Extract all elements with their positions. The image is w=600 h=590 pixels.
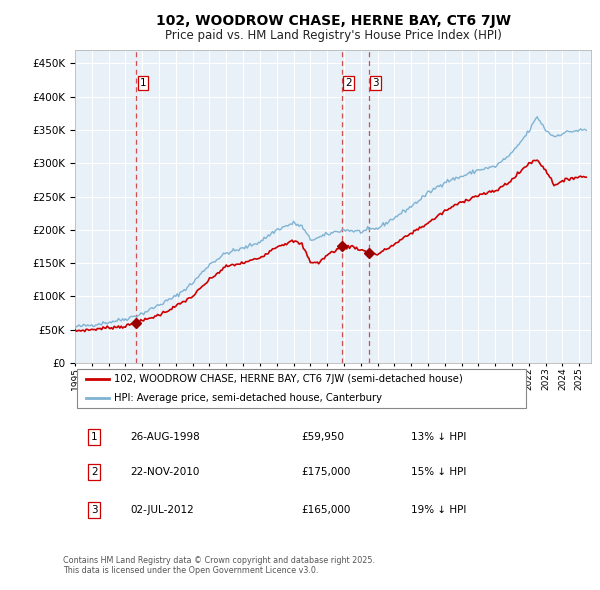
Text: 19% ↓ HPI: 19% ↓ HPI (411, 505, 466, 514)
Text: £175,000: £175,000 (302, 467, 351, 477)
Text: £165,000: £165,000 (302, 505, 351, 514)
Text: 15% ↓ HPI: 15% ↓ HPI (411, 467, 466, 477)
Text: Price paid vs. HM Land Registry's House Price Index (HPI): Price paid vs. HM Land Registry's House … (164, 29, 502, 42)
Text: Contains HM Land Registry data © Crown copyright and database right 2025.
This d: Contains HM Land Registry data © Crown c… (63, 556, 375, 575)
FancyBboxPatch shape (77, 369, 526, 408)
Text: 102, WOODROW CHASE, HERNE BAY, CT6 7JW (semi-detached house): 102, WOODROW CHASE, HERNE BAY, CT6 7JW (… (113, 373, 462, 384)
Text: £59,950: £59,950 (302, 432, 345, 441)
Text: 2: 2 (91, 467, 97, 477)
Text: HPI: Average price, semi-detached house, Canterbury: HPI: Average price, semi-detached house,… (113, 394, 382, 404)
Text: 3: 3 (91, 505, 97, 514)
Text: 13% ↓ HPI: 13% ↓ HPI (411, 432, 466, 441)
Text: 02-JUL-2012: 02-JUL-2012 (130, 505, 194, 514)
Text: 26-AUG-1998: 26-AUG-1998 (130, 432, 200, 441)
Text: 1: 1 (91, 432, 97, 441)
Text: 22-NOV-2010: 22-NOV-2010 (130, 467, 200, 477)
Text: 2: 2 (346, 78, 352, 88)
Text: 1: 1 (140, 78, 146, 88)
Text: 3: 3 (373, 78, 379, 88)
Text: 102, WOODROW CHASE, HERNE BAY, CT6 7JW: 102, WOODROW CHASE, HERNE BAY, CT6 7JW (155, 14, 511, 28)
